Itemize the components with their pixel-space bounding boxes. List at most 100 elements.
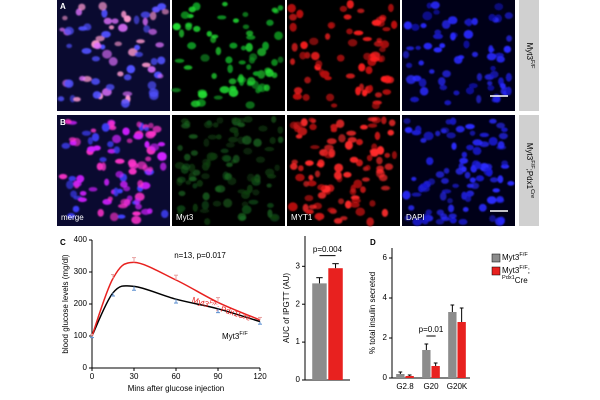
cell xyxy=(157,73,164,79)
cell xyxy=(308,204,317,210)
cell xyxy=(194,4,201,11)
cell xyxy=(91,132,100,142)
cell xyxy=(215,185,226,193)
cell xyxy=(213,95,223,100)
cell xyxy=(58,173,68,180)
cell xyxy=(229,42,238,49)
cell xyxy=(93,42,102,50)
cell xyxy=(327,207,336,213)
cell xyxy=(90,128,97,133)
cell xyxy=(192,169,201,176)
y-tick-label: 2 xyxy=(383,333,388,342)
cell xyxy=(107,141,114,148)
panel-letter: C xyxy=(60,238,66,247)
cell xyxy=(317,184,326,191)
cell xyxy=(476,73,483,82)
cell xyxy=(143,126,150,132)
cell xyxy=(474,161,482,170)
cell xyxy=(135,203,142,210)
cell xyxy=(98,1,107,11)
cell xyxy=(103,17,113,25)
cell xyxy=(336,54,345,62)
cell xyxy=(274,164,280,172)
cell xyxy=(429,69,435,74)
cell xyxy=(83,23,92,31)
cell xyxy=(126,64,136,74)
cell xyxy=(269,136,276,145)
y-tick-label: 0 xyxy=(296,375,301,384)
cell xyxy=(292,93,302,100)
cell xyxy=(161,209,169,219)
cell xyxy=(353,30,364,36)
cell xyxy=(108,57,118,66)
cell xyxy=(463,29,474,39)
cell xyxy=(302,93,310,101)
cell xyxy=(459,157,469,164)
cell xyxy=(227,64,233,74)
cell xyxy=(140,11,151,19)
cell xyxy=(131,215,142,224)
cell xyxy=(141,62,151,68)
cell xyxy=(232,154,240,164)
cell xyxy=(277,5,284,11)
cell xyxy=(134,197,141,205)
cell xyxy=(226,162,233,167)
cell xyxy=(489,177,499,183)
cell xyxy=(357,8,365,14)
cell xyxy=(120,99,130,108)
cell xyxy=(442,70,451,78)
cell xyxy=(297,127,308,136)
cell xyxy=(339,5,348,13)
cell xyxy=(192,183,198,189)
cell xyxy=(184,120,191,127)
cell xyxy=(68,176,77,182)
cell xyxy=(497,175,504,184)
cell xyxy=(95,35,105,42)
cell xyxy=(367,123,378,128)
cell xyxy=(319,70,330,79)
cell xyxy=(76,174,85,183)
cell xyxy=(433,9,440,15)
cell xyxy=(287,202,298,212)
cell xyxy=(142,17,148,26)
cell xyxy=(160,162,167,171)
cell xyxy=(367,84,374,93)
cell xyxy=(104,178,110,186)
cell xyxy=(249,53,258,61)
cell xyxy=(458,218,468,225)
cell xyxy=(228,88,239,97)
y-axis-label: % total insulin secreted xyxy=(368,272,377,354)
y-tick-label: 200 xyxy=(74,299,88,308)
cell xyxy=(117,203,128,209)
cell xyxy=(418,60,424,66)
y-tick-label: 6 xyxy=(383,253,388,262)
cell xyxy=(225,142,235,148)
cell xyxy=(117,214,126,219)
annotation-part: Myt3 xyxy=(222,332,240,341)
cell xyxy=(445,119,452,125)
legend-label-part: Myt3 xyxy=(502,253,520,262)
row-label: Myt3F/F;Pdx1Cre xyxy=(525,143,535,198)
y-tick-label: 0 xyxy=(83,363,88,372)
cell xyxy=(57,96,65,102)
cell xyxy=(150,58,158,66)
cell xyxy=(126,138,133,144)
cell xyxy=(496,122,506,129)
cell xyxy=(309,37,319,46)
cell xyxy=(360,124,368,130)
cell xyxy=(225,56,233,64)
cell xyxy=(134,44,141,51)
cell xyxy=(227,177,237,186)
y-tick-label: 100 xyxy=(74,331,88,340)
cell xyxy=(379,55,386,63)
cell xyxy=(66,180,74,190)
cell xyxy=(119,181,128,188)
x-tick-label: 60 xyxy=(172,372,181,381)
legend-label-part: ; xyxy=(528,266,530,275)
cell xyxy=(127,159,137,167)
cell xyxy=(246,184,253,193)
cell xyxy=(346,28,353,35)
cell xyxy=(161,8,169,15)
cell xyxy=(388,3,394,13)
cell xyxy=(202,192,210,201)
